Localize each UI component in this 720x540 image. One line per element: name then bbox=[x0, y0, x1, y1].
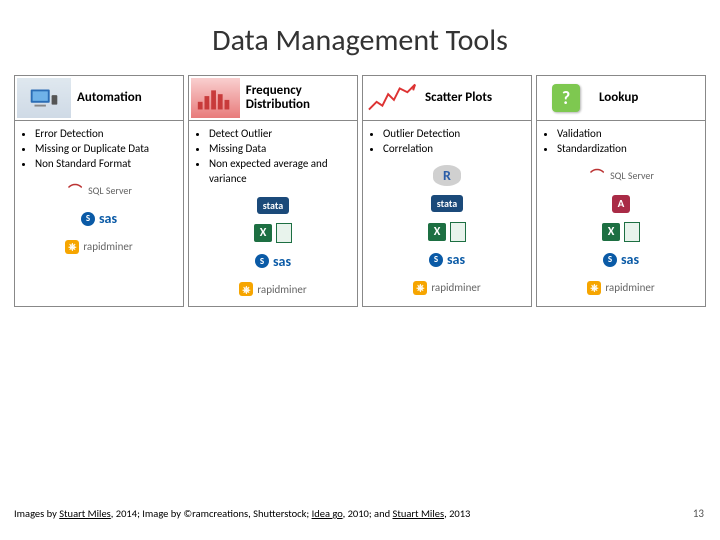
column-body: Error DetectionMissing or Duplicate Data… bbox=[15, 121, 183, 176]
column-title: Scatter Plots bbox=[421, 91, 492, 105]
sas-logo: Ssas bbox=[429, 249, 465, 271]
logos-list: Rstata X Ssas ⎈rapidminer bbox=[363, 161, 531, 305]
column-scatter: Scatter Plots Outlier DetectionCorrelatio… bbox=[362, 75, 532, 307]
r-logo: R bbox=[433, 165, 461, 187]
lookup-thumb: ? bbox=[539, 78, 593, 118]
access-logo: A bbox=[612, 193, 630, 215]
sqlserver-logo: ⌒SQL Server bbox=[588, 165, 654, 187]
bullet-list: Error DetectionMissing or Duplicate Data… bbox=[23, 127, 175, 172]
bullet-item: Missing or Duplicate Data bbox=[35, 142, 175, 157]
column-title: Automation bbox=[73, 91, 142, 105]
column-body: Outlier DetectionCorrelation bbox=[363, 121, 531, 161]
bullet-list: ValidationStandardization bbox=[545, 127, 697, 157]
rapidminer-logo: ⎈rapidminer bbox=[239, 278, 306, 300]
frequency-thumb bbox=[191, 78, 240, 118]
column-body: ValidationStandardization bbox=[537, 121, 705, 161]
sqlserver-logo: ⌒SQL Server bbox=[66, 180, 132, 202]
column-header: Frequency Distribution bbox=[189, 76, 357, 121]
bullet-item: Outlier Detection bbox=[383, 127, 523, 142]
rapidminer-logo: ⎈rapidminer bbox=[413, 277, 480, 299]
automation-thumb bbox=[17, 78, 71, 118]
excel-logo: X bbox=[428, 221, 466, 243]
page-title: Data Management Tools bbox=[0, 0, 720, 75]
bullet-item: Standardization bbox=[557, 142, 697, 157]
rapidminer-logo: ⎈rapidminer bbox=[587, 277, 654, 299]
sas-logo: Ssas bbox=[81, 208, 117, 230]
column-header: Scatter Plots bbox=[363, 76, 531, 121]
stata-logo: stata bbox=[431, 193, 463, 215]
bullet-item: Validation bbox=[557, 127, 697, 142]
bullet-list: Detect OutlierMissing DataNon expected a… bbox=[197, 127, 349, 186]
column-title: Lookup bbox=[595, 91, 638, 105]
rapidminer-logo: ⎈rapidminer bbox=[65, 236, 132, 258]
column-header: ?Lookup bbox=[537, 76, 705, 121]
page-number: 13 bbox=[693, 507, 704, 520]
logos-list: ⌒SQL Server AX Ssas ⎈rapidminer bbox=[537, 161, 705, 305]
excel-logo: X bbox=[254, 222, 292, 244]
image-credits: Images by Stuart Miles, 2014; Image by ©… bbox=[14, 507, 470, 520]
column-lookup: ?Lookup ValidationStandardization ⌒SQL Ser… bbox=[536, 75, 706, 307]
stata-logo: stata bbox=[257, 194, 289, 216]
bullet-item: Error Detection bbox=[35, 127, 175, 142]
column-automation: Automation Error DetectionMissing or Dupl… bbox=[14, 75, 184, 307]
column-freq: Frequency Distribution Detect OutlierMiss… bbox=[188, 75, 358, 307]
column-title: Frequency Distribution bbox=[242, 84, 357, 113]
excel-logo: X bbox=[602, 221, 640, 243]
bullet-item: Non expected average and variance bbox=[209, 157, 349, 187]
bullet-item: Detect Outlier bbox=[209, 127, 349, 142]
bullet-item: Correlation bbox=[383, 142, 523, 157]
bullet-item: Non Standard Format bbox=[35, 157, 175, 172]
bullet-list: Outlier DetectionCorrelation bbox=[371, 127, 523, 157]
sas-logo: Ssas bbox=[255, 250, 291, 272]
logos-list: ⌒SQL Server Ssas ⎈rapidminer bbox=[15, 176, 183, 264]
column-header: Automation bbox=[15, 76, 183, 121]
bullet-item: Missing Data bbox=[209, 142, 349, 157]
columns-container: Automation Error DetectionMissing or Dupl… bbox=[0, 75, 720, 307]
scatter-thumb bbox=[365, 78, 419, 118]
logos-list: stata X Ssas ⎈rapidminer bbox=[189, 190, 357, 306]
column-body: Detect OutlierMissing DataNon expected a… bbox=[189, 121, 357, 190]
sas-logo: Ssas bbox=[603, 249, 639, 271]
